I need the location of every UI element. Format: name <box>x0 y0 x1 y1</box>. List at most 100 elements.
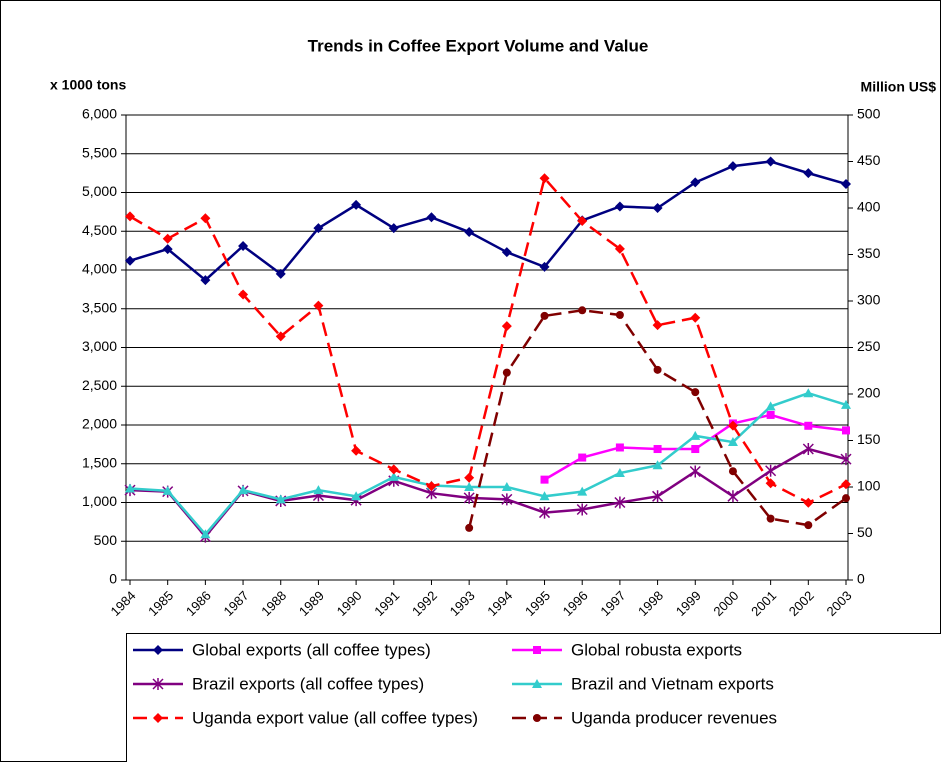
legend-item: Global robusta exports <box>512 640 742 659</box>
y-axis-label: x 1000 tons <box>50 77 126 93</box>
marker <box>614 201 625 212</box>
y-tick-label: 4,500 <box>82 222 117 238</box>
marker <box>200 213 211 224</box>
marker <box>615 443 624 452</box>
legend-label: Global exports (all coffee types) <box>192 640 431 659</box>
marker <box>313 300 324 311</box>
legend-item: Brazil exports (all coffee types) <box>133 674 424 693</box>
marker <box>388 464 399 475</box>
y-tick-label: 1,500 <box>82 454 117 470</box>
marker <box>463 491 475 504</box>
marker <box>727 161 738 172</box>
marker <box>388 223 399 234</box>
marker <box>614 468 625 478</box>
marker <box>501 321 512 332</box>
marker <box>162 233 173 244</box>
marker <box>691 388 700 397</box>
marker <box>803 168 814 179</box>
marker <box>653 445 662 454</box>
marker <box>765 478 776 489</box>
y-tick-label: 3,000 <box>82 338 117 354</box>
marker <box>275 331 286 342</box>
y-tick-label: 4,000 <box>82 261 117 277</box>
marker <box>765 401 776 411</box>
marker <box>804 421 813 430</box>
marker <box>727 490 739 503</box>
legend-box <box>126 633 941 762</box>
marker <box>464 227 475 238</box>
y2-tick-label: 400 <box>857 199 881 215</box>
legend-label: Brazil and Vietnam exports <box>571 674 774 693</box>
marker <box>577 486 588 496</box>
marker <box>238 485 249 495</box>
marker <box>238 240 249 251</box>
legend-marker <box>153 713 163 723</box>
marker <box>578 453 587 462</box>
y2-tick-label: 150 <box>857 431 881 447</box>
marker <box>576 503 588 516</box>
marker <box>426 212 437 223</box>
y-tick-label: 2,000 <box>82 416 117 432</box>
y-tick-label: 3,500 <box>82 299 117 315</box>
marker <box>841 479 851 490</box>
y2-tick-label: 0 <box>857 571 865 587</box>
marker <box>464 482 475 491</box>
marker <box>502 368 511 377</box>
marker <box>351 445 362 456</box>
marker <box>501 493 513 506</box>
marker <box>540 475 549 484</box>
marker <box>689 465 701 478</box>
y-tick-label: 1,000 <box>82 493 117 509</box>
y-tick-label: 500 <box>94 532 118 548</box>
y-tick-label: 0 <box>109 571 117 587</box>
series-line <box>129 160 847 282</box>
legend-label: Uganda producer revenues <box>571 708 777 727</box>
y2-tick-label: 50 <box>857 524 873 540</box>
y2-tick-label: 250 <box>857 338 881 354</box>
marker <box>200 275 211 286</box>
marker <box>313 485 324 495</box>
y2-tick-label: 100 <box>857 478 881 494</box>
marker <box>539 173 550 184</box>
marker <box>200 529 211 539</box>
marker <box>577 216 588 227</box>
marker <box>653 365 662 374</box>
series-line <box>129 175 847 505</box>
marker <box>162 485 173 495</box>
y2-tick-label: 300 <box>857 292 881 308</box>
marker <box>802 443 814 456</box>
marker <box>578 306 587 315</box>
marker <box>652 460 663 470</box>
marker <box>727 420 738 431</box>
y2-tick-label: 200 <box>857 385 881 401</box>
marker <box>841 399 851 409</box>
marker <box>388 471 399 481</box>
marker <box>351 491 362 501</box>
marker <box>351 199 362 210</box>
marker <box>275 268 286 279</box>
marker <box>842 494 850 503</box>
marker <box>539 491 550 501</box>
marker <box>501 247 512 258</box>
legend-label: Global robusta exports <box>571 640 742 659</box>
marker <box>539 261 550 272</box>
marker <box>162 244 173 255</box>
legend-item: Uganda producer revenues <box>512 708 777 727</box>
marker <box>540 311 549 320</box>
marker <box>652 320 663 331</box>
marker <box>538 506 551 519</box>
marker <box>841 178 851 189</box>
legend-item: Brazil and Vietnam exports <box>512 674 774 693</box>
marker <box>615 310 624 319</box>
marker <box>842 426 850 435</box>
y2-tick-label: 350 <box>857 245 881 261</box>
marker <box>690 177 701 188</box>
marker <box>652 203 663 213</box>
legend-label: Brazil exports (all coffee types) <box>192 674 424 693</box>
legend-label: Uganda export value (all coffee types) <box>192 708 478 727</box>
y-tick-label: 5,000 <box>82 183 117 199</box>
marker <box>766 410 775 419</box>
y2-tick-label: 500 <box>857 106 881 122</box>
marker <box>840 453 852 466</box>
marker <box>614 243 625 254</box>
